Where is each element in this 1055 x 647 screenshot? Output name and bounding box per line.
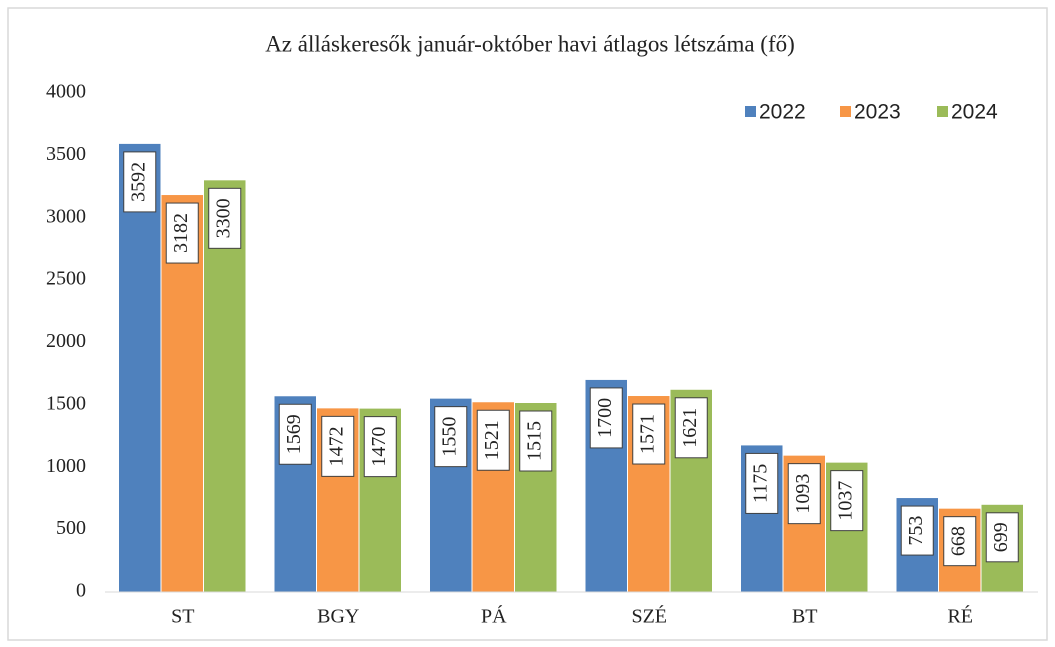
legend-label: 2024 [951, 101, 998, 124]
x-tick-label: PÁ [481, 605, 507, 628]
data-label: 1621 [679, 408, 701, 448]
data-label-box [589, 387, 623, 449]
y-tick-label: 2000 [46, 330, 86, 352]
data-label-box [632, 403, 666, 465]
x-tick-label: ST [171, 606, 194, 628]
bar [204, 180, 246, 592]
data-label-box [363, 416, 397, 478]
data-label: 1550 [438, 417, 460, 457]
data-label: 1470 [368, 427, 390, 467]
data-label: 1093 [792, 474, 814, 514]
data-label: 3592 [127, 162, 149, 202]
data-label: 3182 [170, 213, 192, 253]
data-label-box [208, 187, 242, 249]
data-label-box [123, 151, 157, 213]
x-tick-label: RÉ [947, 605, 973, 628]
data-label-box [434, 406, 468, 468]
y-tick-label: 3000 [46, 205, 86, 227]
data-label-box [900, 505, 934, 556]
data-label-box [674, 397, 708, 459]
data-label-box [985, 512, 1019, 563]
data-label: 1472 [325, 426, 347, 466]
data-label: 1175 [749, 464, 771, 503]
legend-swatch [937, 106, 948, 117]
data-label-box [519, 410, 553, 472]
data-label: 1569 [283, 414, 305, 454]
legend-label: 2022 [759, 101, 806, 124]
data-label: 1700 [594, 398, 616, 438]
bar [119, 143, 161, 592]
x-tick-label: BT [792, 606, 818, 628]
y-tick-label: 1500 [46, 392, 86, 414]
y-tick-label: 2500 [46, 268, 86, 290]
data-label: 1571 [636, 414, 658, 454]
y-tick-label: 4000 [46, 81, 86, 103]
data-label: 3300 [212, 198, 234, 238]
data-label: 1521 [481, 420, 503, 460]
y-tick-label: 1000 [46, 455, 86, 477]
data-label: 1515 [523, 421, 545, 461]
data-label: 753 [905, 516, 927, 546]
legend-swatch [745, 106, 756, 117]
y-tick-label: 0 [76, 580, 86, 602]
chart-title: Az álláskeresők január-október havi átla… [265, 31, 795, 56]
data-label: 1037 [834, 481, 856, 521]
y-tick-label: 3500 [46, 143, 86, 165]
data-label: 668 [947, 526, 969, 556]
data-label-box [165, 202, 199, 264]
x-tick-label: BGY [317, 606, 359, 628]
data-label-box [278, 403, 312, 465]
data-label-box [745, 452, 779, 514]
data-label-box [787, 463, 821, 525]
y-tick-label: 500 [56, 517, 86, 539]
data-label-box [476, 409, 510, 471]
data-label-box [943, 516, 977, 567]
x-tick-label: SZÉ [631, 605, 667, 628]
data-label-box [830, 470, 864, 532]
legend-swatch [840, 106, 851, 117]
legend-label: 2023 [854, 101, 901, 124]
data-label: 699 [990, 522, 1012, 552]
data-label-box [321, 415, 355, 477]
